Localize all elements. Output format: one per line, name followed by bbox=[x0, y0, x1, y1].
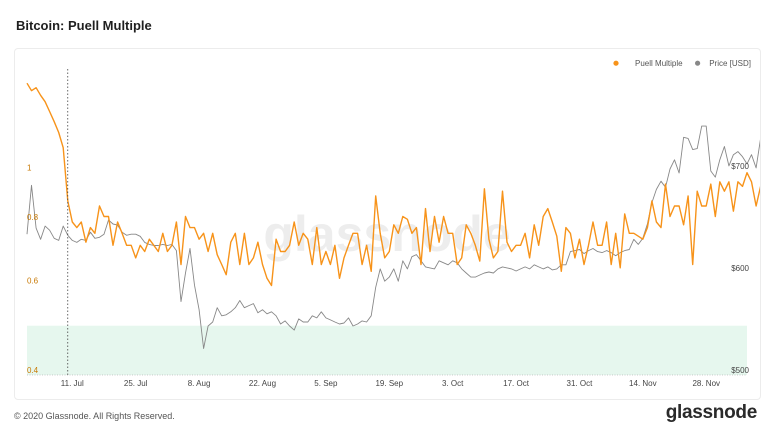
chart-panel: glassnode 11. Jul 25. Jul 8. Aug 22. Aug 5. … bbox=[14, 48, 761, 400]
y-left-tick-label: 0.4 bbox=[27, 366, 39, 375]
low-band-zone bbox=[27, 325, 747, 375]
y-right-tick-label: $600 bbox=[731, 264, 749, 273]
chart-canvas: glassnode 11. Jul 25. Jul 8. Aug 22. Aug 5. … bbox=[26, 59, 760, 388]
y-left-tick-label: 1 bbox=[27, 164, 32, 173]
x-tick-label: 14. Nov bbox=[629, 379, 657, 388]
x-tick-label: 8. Aug bbox=[188, 379, 211, 388]
x-tick-label: 11. Jul bbox=[61, 379, 84, 388]
puell-multiple-line bbox=[26, 82, 760, 287]
price-line bbox=[26, 125, 760, 349]
x-tick-label: 28. Nov bbox=[692, 379, 720, 388]
x-tick-label: 5. Sep bbox=[314, 379, 338, 388]
legend-label: Puell Multiple bbox=[635, 59, 683, 68]
glassnode-logo: glassnode bbox=[665, 402, 758, 423]
legend-label: Price [USD] bbox=[709, 59, 751, 68]
x-tick-label: 17. Oct bbox=[503, 379, 530, 388]
y-left-tick-label: 0.6 bbox=[27, 277, 39, 286]
x-tick-label: 25. Jul bbox=[124, 379, 148, 388]
y-right-tick-label: $700 bbox=[731, 162, 749, 171]
legend-swatch bbox=[613, 60, 619, 66]
legend-swatch bbox=[695, 60, 701, 66]
x-tick-label: 3. Oct bbox=[442, 379, 464, 388]
x-tick-label: 31. Oct bbox=[567, 379, 594, 388]
x-tick-label: 22. Aug bbox=[249, 379, 276, 388]
copyright-text: © 2020 Glassnode. All Rights Reserved. bbox=[14, 411, 175, 421]
x-tick-label: 19. Sep bbox=[375, 379, 403, 388]
y-right-tick-label: $500 bbox=[731, 366, 749, 375]
page-title: Bitcoin: Puell Multiple bbox=[16, 18, 152, 33]
y-left-tick-label: 0.8 bbox=[27, 213, 39, 222]
